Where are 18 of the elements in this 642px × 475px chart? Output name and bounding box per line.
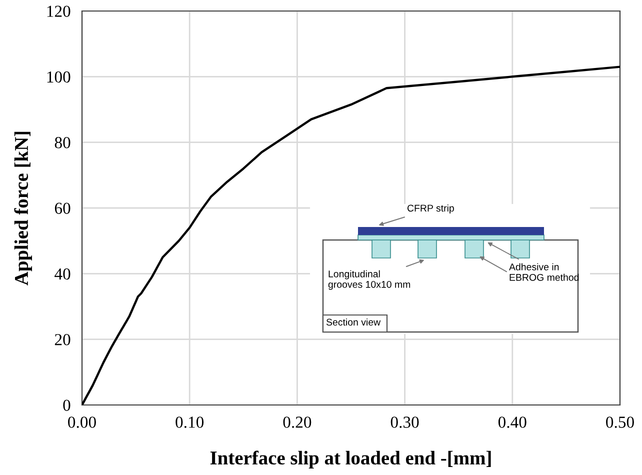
annotation: CFRP strip <box>407 204 454 214</box>
y-tick-label: 120 <box>47 6 70 17</box>
annotation: Section view <box>326 318 381 326</box>
y-tick-label: 20 <box>54 334 70 346</box>
x-tick-label: 0.20 <box>283 416 312 428</box>
y-tick-label: 60 <box>54 202 70 214</box>
x-tick-label: 0.50 <box>606 416 634 428</box>
x-tick-label: 0.30 <box>390 416 419 428</box>
x-tick-label: 0.10 <box>176 416 204 428</box>
x-tick-label: 0.00 <box>68 416 96 428</box>
y-tick-label: 40 <box>54 268 70 280</box>
y-axis-title: Applied force [kN] <box>14 132 32 286</box>
x-tick-label: 0.40 <box>498 416 526 428</box>
y-tick-label: 0 <box>63 400 70 411</box>
y-tick-label: 100 <box>47 71 70 83</box>
x-axis-title: Interface slip at loaded end -[mm] <box>210 450 491 468</box>
annotation: Longitudinal grooves 10x10 mm <box>328 270 410 290</box>
y-tick-label: 80 <box>54 137 70 148</box>
